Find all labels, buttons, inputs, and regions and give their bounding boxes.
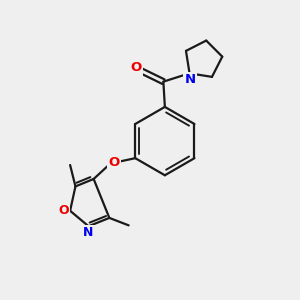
Text: O: O <box>131 61 142 74</box>
Text: N: N <box>184 73 195 86</box>
Text: O: O <box>108 156 119 169</box>
Text: O: O <box>58 204 69 217</box>
Text: N: N <box>83 226 94 239</box>
